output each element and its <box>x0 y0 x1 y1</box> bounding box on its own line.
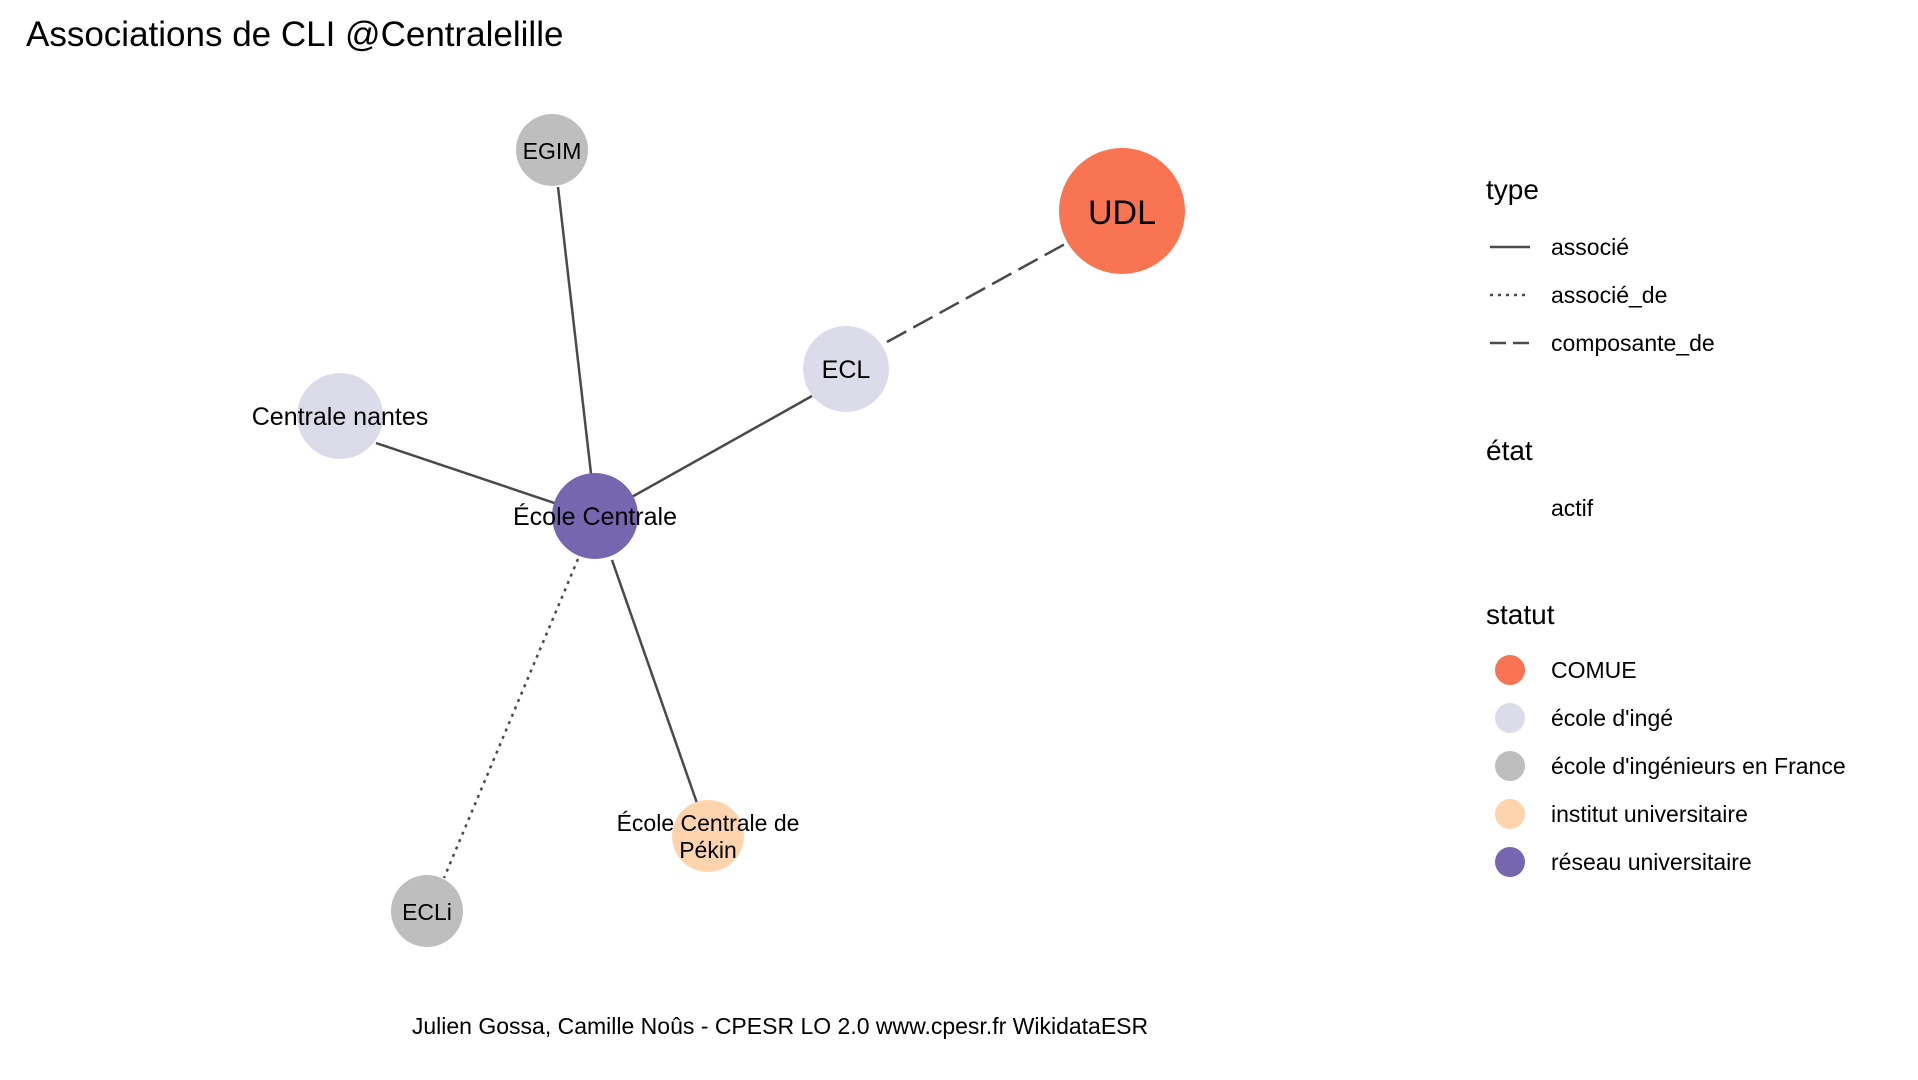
node-centrale <box>552 473 638 559</box>
chart-title: Associations de CLI @Centralelille <box>26 15 563 54</box>
legend-type-title: type <box>1486 174 1539 205</box>
node-pekin <box>672 800 744 872</box>
legend-statut-ecole-inge-key <box>1495 703 1525 733</box>
legend-statut-ecole-france-key <box>1495 751 1525 781</box>
legend-statut-institut-key <box>1495 799 1525 829</box>
edge-layer <box>375 186 1066 879</box>
node-label-nantes: Centrale nantes <box>252 403 429 431</box>
node-label-ecl: ECL <box>822 356 871 384</box>
edge-centrale-egim <box>556 186 598 518</box>
legend-type-associe-label: associé <box>1551 234 1629 260</box>
node-label-pekin-line2: Pékin <box>679 837 737 863</box>
legend: type associé associé_de composante_de ét… <box>1486 174 1846 877</box>
node-label-udl: UDL <box>1088 194 1156 232</box>
node-ecl <box>803 326 889 412</box>
node-label-pekin-line1: École Centrale de <box>617 810 800 836</box>
node-label-egim: EGIM <box>523 138 582 164</box>
edge-centrale-pekin <box>610 559 700 807</box>
legend-statut-comue-key <box>1495 655 1525 685</box>
legend-statut-institut-label: institut universitaire <box>1551 801 1748 827</box>
legend-statut-ecole-france-label: école d'ingénieurs en France <box>1551 753 1846 779</box>
caption: Julien Gossa, Camille Noûs - CPESR LO 2.… <box>412 1013 1148 1039</box>
legend-statut-comue-label: COMUE <box>1551 657 1637 683</box>
legend-statut-reseau-key <box>1495 847 1525 877</box>
node-udl <box>1059 148 1185 274</box>
node-ecli <box>391 875 463 947</box>
edge-ecl-udl <box>886 242 1066 344</box>
node-label-centrale: École Centrale <box>513 502 677 531</box>
legend-statut-ecole-inge-label: école d'ingé <box>1551 705 1673 731</box>
legend-statut-reseau-label: réseau universitaire <box>1551 849 1752 875</box>
legend-etat-actif-label: actif <box>1551 495 1594 521</box>
node-layer <box>297 114 1185 947</box>
node-label-layer: UDL EGIM ECL Centrale nantes École Centr… <box>252 138 1156 925</box>
edge-centrale-ecli <box>442 558 580 879</box>
node-nantes <box>297 373 383 459</box>
node-egim <box>516 114 588 186</box>
legend-type-associe-de-label: associé_de <box>1551 282 1667 308</box>
legend-etat-title: état <box>1486 435 1533 466</box>
node-label-ecli: ECLi <box>402 899 452 925</box>
legend-type-composante-de-label: composante_de <box>1551 330 1715 356</box>
legend-statut-title: statut <box>1486 599 1555 630</box>
